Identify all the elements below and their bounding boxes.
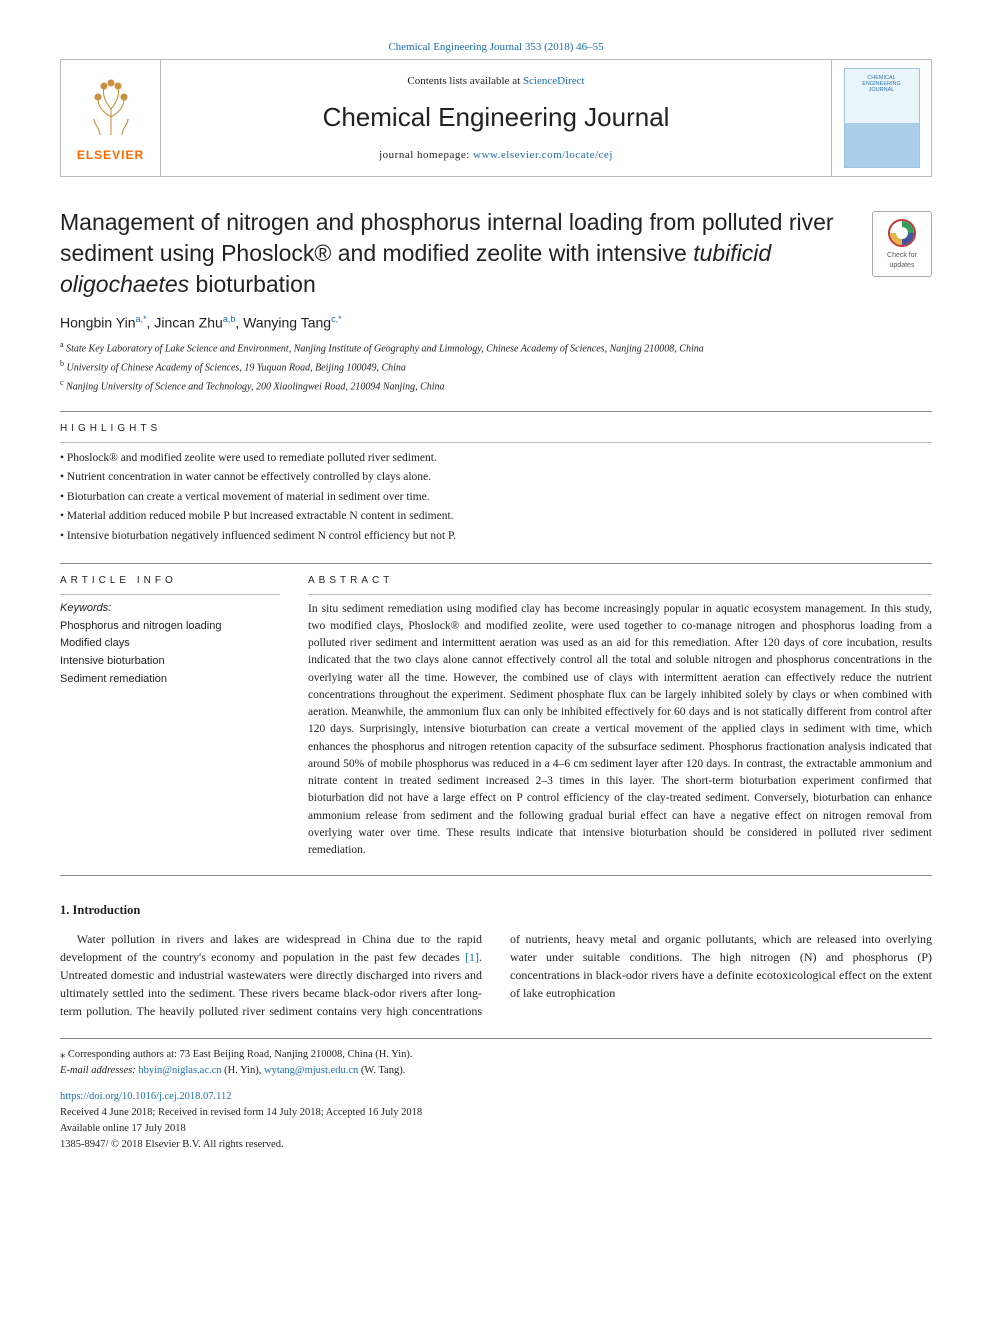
keywords-heading: Keywords: <box>60 601 280 616</box>
homepage-prefix: journal homepage: <box>379 149 473 161</box>
highlight-item: Material addition reduced mobile P but i… <box>60 507 932 527</box>
footnotes: ⁎ Corresponding authors at: 73 East Beij… <box>60 1038 932 1080</box>
running-head: Chemical Engineering Journal 353 (2018) … <box>60 40 932 55</box>
author-3[interactable]: Wanying Tang <box>243 314 331 330</box>
abstract-col: ABSTRACT In situ sediment remediation us… <box>308 574 932 860</box>
keyword: Sediment remediation <box>60 671 280 689</box>
publisher-logo[interactable]: ELSEVIER <box>61 60 161 176</box>
article-info-label: ARTICLE INFO <box>60 574 280 588</box>
abstract-text: In situ sediment remediation using modif… <box>308 601 932 860</box>
section-heading-intro: 1. Introduction <box>60 902 932 920</box>
keyword: Modified clays <box>60 635 280 653</box>
divider <box>60 594 280 595</box>
homepage-link[interactable]: www.elsevier.com/locate/cej <box>473 149 613 161</box>
email-label: E-mail addresses: <box>60 1065 138 1076</box>
divider <box>60 563 932 564</box>
affil-sup: c <box>60 378 64 387</box>
article-header: Management of nitrogen and phosphorus in… <box>60 207 932 300</box>
sciencedirect-link[interactable]: ScienceDirect <box>523 75 585 87</box>
elsevier-wordmark: ELSEVIER <box>77 147 144 164</box>
affiliation: b University of Chinese Academy of Scien… <box>60 358 932 375</box>
author-1[interactable]: Hongbin Yin <box>60 314 136 330</box>
doi-link[interactable]: https://doi.org/10.1016/j.cej.2018.07.11… <box>60 1091 232 1102</box>
keyword: Phosphorus and nitrogen loading <box>60 618 280 636</box>
affil-sup: b <box>60 359 64 368</box>
contents-available-line: Contents lists available at ScienceDirec… <box>169 74 823 89</box>
cover-image-icon: CHEMICALENGINEERINGJOURNAL <box>844 68 920 168</box>
article-info-col: ARTICLE INFO Keywords: Phosphorus and ni… <box>60 574 280 860</box>
abstract-label: ABSTRACT <box>308 574 932 588</box>
journal-header-bar: ELSEVIER Contents lists available at Sci… <box>60 59 932 177</box>
author-sep: , <box>235 314 243 330</box>
keyword: Intensive bioturbation <box>60 653 280 671</box>
affil-sup: a <box>60 340 64 349</box>
journal-homepage-line: journal homepage: www.elsevier.com/locat… <box>169 148 823 163</box>
elsevier-tree-icon <box>76 73 146 143</box>
email-link-2[interactable]: wytang@mjust.edu.cn <box>264 1065 358 1076</box>
intro-text-1: Water pollution in rivers and lakes are … <box>60 932 482 964</box>
contents-prefix: Contents lists available at <box>407 75 522 87</box>
email-1-suffix: (H. Yin), <box>222 1065 264 1076</box>
keywords-list: Phosphorus and nitrogen loadingModified … <box>60 618 280 688</box>
divider <box>308 594 932 595</box>
check-updates-text-1: Check for <box>887 251 917 261</box>
author-1-affil: a,* <box>136 314 147 324</box>
intro-body: Water pollution in rivers and lakes are … <box>60 930 932 1020</box>
highlight-item: Phoslock® and modified zeolite were used… <box>60 449 932 469</box>
title-part-3: bioturbation <box>189 271 316 297</box>
divider <box>60 442 932 443</box>
divider <box>60 411 932 412</box>
corr-text: Corresponding authors at: 73 East Beijin… <box>65 1049 412 1060</box>
affiliation: a State Key Laboratory of Lake Science a… <box>60 339 932 356</box>
highlights-label: HIGHLIGHTS <box>60 422 932 436</box>
doi-block: https://doi.org/10.1016/j.cej.2018.07.11… <box>60 1089 932 1152</box>
citation-link[interactable]: Chemical Engineering Journal 353 (2018) … <box>388 41 603 53</box>
highlights-list: Phoslock® and modified zeolite were used… <box>60 449 932 547</box>
affiliation: c Nanjing University of Science and Tech… <box>60 377 932 394</box>
highlight-item: Bioturbation can create a vertical movem… <box>60 488 932 508</box>
info-abstract-row: ARTICLE INFO Keywords: Phosphorus and ni… <box>60 574 932 860</box>
corresponding-author-note: ⁎ Corresponding authors at: 73 East Beij… <box>60 1047 932 1063</box>
affiliation-list: a State Key Laboratory of Lake Science a… <box>60 339 932 395</box>
intro-paragraph: Water pollution in rivers and lakes are … <box>60 930 932 1020</box>
highlight-item: Nutrient concentration in water cannot b… <box>60 468 932 488</box>
highlights-block: Phoslock® and modified zeolite were used… <box>60 449 932 547</box>
author-2[interactable]: Jincan Zhu <box>154 314 222 330</box>
email-2-suffix: (W. Tang). <box>358 1065 405 1076</box>
divider <box>60 875 932 876</box>
author-2-affil: a,b <box>223 314 236 324</box>
email-line: E-mail addresses: hbyin@niglas.ac.cn (H.… <box>60 1063 932 1079</box>
article-title: Management of nitrogen and phosphorus in… <box>60 207 932 300</box>
journal-title: Chemical Engineering Journal <box>169 99 823 135</box>
email-link-1[interactable]: hbyin@niglas.ac.cn <box>138 1065 221 1076</box>
check-updates-text-2: updates <box>890 261 915 271</box>
article-dates: Received 4 June 2018; Received in revise… <box>60 1105 932 1121</box>
check-updates-badge[interactable]: Check for updates <box>872 211 932 277</box>
journal-center-block: Contents lists available at ScienceDirec… <box>161 60 831 176</box>
author-3-affil: c,* <box>331 314 342 324</box>
issn-copyright: 1385-8947/ © 2018 Elsevier B.V. All righ… <box>60 1137 932 1153</box>
journal-cover-thumb[interactable]: CHEMICALENGINEERINGJOURNAL <box>831 60 931 176</box>
available-online: Available online 17 July 2018 <box>60 1121 932 1137</box>
crossmark-icon <box>887 218 917 248</box>
author-list: Hongbin Yina,*, Jincan Zhua,b, Wanying T… <box>60 313 932 333</box>
ref-link-1[interactable]: [1] <box>465 950 479 964</box>
highlight-item: Intensive bioturbation negatively influe… <box>60 527 932 547</box>
